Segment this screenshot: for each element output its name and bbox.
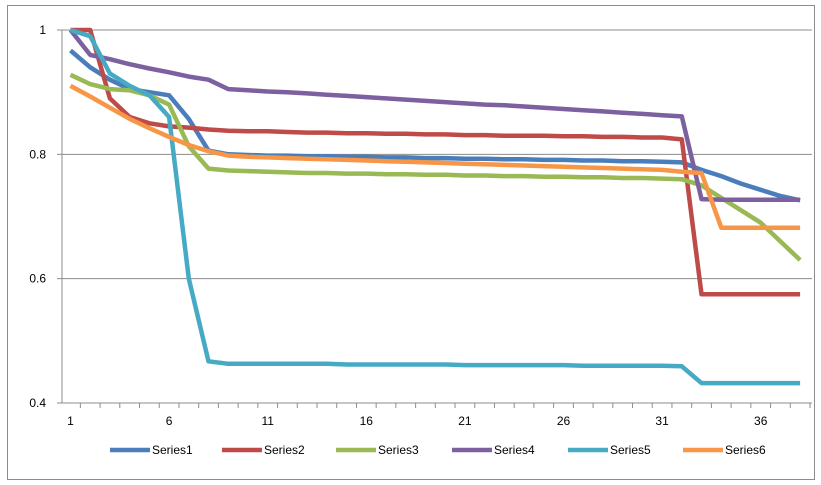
y-tick-label: 0.4 (29, 396, 46, 410)
legend-label-series2: Series2 (264, 443, 305, 457)
x-tick-label: 1 (67, 414, 74, 428)
y-tick-label: 0.6 (29, 272, 46, 286)
y-tick-labels: 0.4 0.6 0.8 1 (29, 23, 46, 410)
legend-label-series6: Series6 (725, 443, 766, 457)
x-tick-label: 36 (754, 414, 768, 428)
series-line-series5 (69, 27, 801, 386)
x-tick-label: 16 (360, 414, 374, 428)
y-tick-label: 1 (39, 23, 46, 37)
series-line-series2 (70, 27, 801, 297)
x-tick-label: 6 (166, 414, 173, 428)
series-line-series3 (69, 72, 802, 262)
series-line-series1 (69, 48, 801, 203)
axes (57, 29, 812, 408)
y-tick-label: 0.8 (29, 147, 46, 161)
series-line-series4 (68, 28, 801, 202)
legend-label-series1: Series1 (152, 443, 193, 457)
x-tick-label: 11 (261, 414, 274, 428)
legend: Series1 Series2 Series3 Series4 Series5 Serie… (110, 443, 766, 457)
series-lines (68, 27, 802, 386)
series-line-series6 (69, 83, 801, 230)
legend-label-series4: Series4 (494, 443, 535, 457)
x-tick-label: 21 (458, 414, 472, 428)
x-tick-labels: 1 6 11 16 21 26 31 36 (67, 414, 768, 428)
chart-frame (7, 5, 815, 480)
x-tick-label: 31 (655, 414, 669, 428)
x-tick-label: 26 (557, 414, 571, 428)
legend-label-series5: Series5 (610, 443, 651, 457)
legend-label-series3: Series3 (378, 443, 419, 457)
